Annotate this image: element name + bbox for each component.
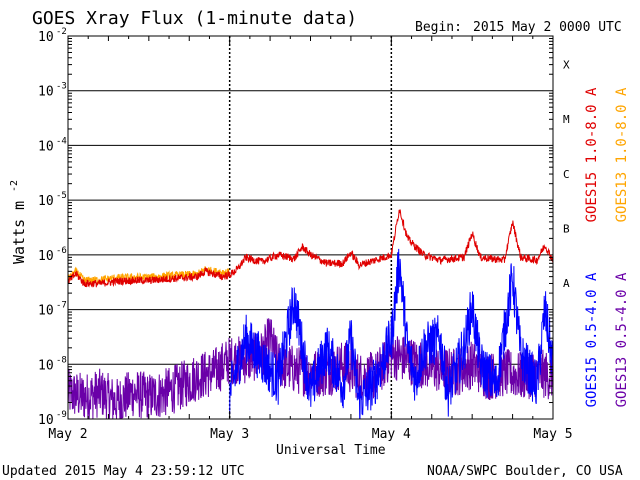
- y-tick-exp: -9: [56, 410, 67, 420]
- y-tick-label: 10 -8: [38, 355, 67, 373]
- y-tick-base: 10: [38, 413, 54, 428]
- flare-class-C: C: [563, 168, 570, 181]
- axis-ticks: [67, 36, 554, 419]
- series-layer: [67, 209, 554, 420]
- flare-class-B: B: [563, 223, 570, 236]
- y-tick-exp: -6: [56, 246, 67, 256]
- x-axis-label: Universal Time: [276, 443, 386, 458]
- x-tick-label: May 3: [210, 427, 249, 442]
- y-tick-label: 10 -4: [38, 136, 67, 154]
- y-tick-base: 10: [38, 249, 54, 264]
- y-axis-label-text: Watts m: [10, 201, 28, 264]
- y-tick-exp: -2: [56, 27, 67, 37]
- y-tick-label: 10 -5: [38, 191, 67, 209]
- legend-entry: GOES15 1.0-8.0 A: [584, 87, 600, 222]
- y-tick-label: 10 -7: [38, 301, 67, 319]
- series-line-goes15-1-0-8-0-a: [67, 209, 554, 288]
- chart-title: GOES Xray Flux (1-minute data): [32, 8, 357, 29]
- y-tick-labels: 10-910-810-710-610-510-410-310-2: [38, 27, 67, 428]
- y-tick-base: 10: [38, 139, 54, 154]
- begin-value: 2015 May 2 0000 UTC: [473, 20, 622, 35]
- y-tick-exp: -7: [56, 301, 67, 311]
- y-tick-base: 10: [38, 358, 54, 373]
- y-tick-base: 10: [38, 304, 54, 319]
- x-tick-labels: May 2 May 3 May 4 May 5: [48, 427, 572, 442]
- credit-text: NOAA/SWPC Boulder, CO USA: [427, 464, 623, 479]
- series-line-goes15-0-5-4-0-a: [229, 248, 554, 420]
- flare-class-M: M: [563, 113, 570, 126]
- x-tick-label: May 4: [372, 427, 411, 442]
- y-tick-label: 10 -2: [38, 27, 67, 45]
- begin-label: Begin:: [415, 20, 462, 35]
- y-tick-exp: -8: [56, 355, 67, 365]
- flare-class-A: A: [563, 277, 570, 290]
- y-axis-label: Watts m -2: [9, 180, 28, 264]
- y-tick-exp: -4: [56, 136, 67, 146]
- y-axis-label-sup: -2: [9, 180, 20, 192]
- y-tick-label: 10 -3: [38, 82, 67, 100]
- y-tick-exp: -5: [56, 191, 67, 201]
- x-tick-label: May 2: [48, 427, 87, 442]
- y-tick-base: 10: [38, 194, 54, 209]
- y-tick-base: 10: [38, 30, 54, 45]
- y-tick-base: 10: [38, 85, 54, 100]
- x-tick-label: May 5: [533, 427, 572, 442]
- legend-entry: GOES15 0.5-4.0 A: [584, 272, 600, 407]
- flare-class-X: X: [563, 58, 570, 71]
- legend-entry: GOES13 0.5-4.0 A: [614, 272, 630, 407]
- y-tick-label: 10 -6: [38, 246, 67, 264]
- flare-class-labels: A B C M X: [563, 58, 570, 290]
- legend: GOES15 1.0-8.0 A GOES13 1.0-8.0 A GOES15 0…: [584, 87, 630, 407]
- y-tick-label: 10 -9: [38, 410, 67, 428]
- legend-entry: GOES13 1.0-8.0 A: [614, 87, 630, 222]
- updated-timestamp: Updated 2015 May 4 23:59:12 UTC: [2, 464, 245, 479]
- y-tick-exp: -3: [56, 82, 67, 92]
